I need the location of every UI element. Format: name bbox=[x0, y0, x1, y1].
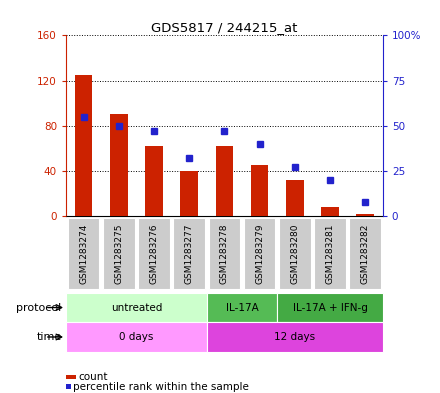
FancyBboxPatch shape bbox=[279, 218, 311, 289]
Bar bbox=[66, 322, 207, 352]
Text: protocol: protocol bbox=[16, 303, 62, 312]
FancyBboxPatch shape bbox=[173, 218, 205, 289]
Text: IL-17A: IL-17A bbox=[226, 303, 258, 312]
Bar bbox=[251, 165, 268, 216]
Text: GSM1283280: GSM1283280 bbox=[290, 223, 299, 284]
Text: GSM1283276: GSM1283276 bbox=[150, 223, 158, 284]
Text: GSM1283281: GSM1283281 bbox=[326, 223, 334, 284]
Bar bbox=[216, 146, 233, 216]
FancyBboxPatch shape bbox=[209, 218, 240, 289]
Text: 0 days: 0 days bbox=[119, 332, 154, 342]
FancyBboxPatch shape bbox=[68, 218, 99, 289]
Bar bbox=[207, 293, 277, 322]
Text: count: count bbox=[78, 372, 107, 382]
Bar bbox=[145, 146, 163, 216]
Title: GDS5817 / 244215_at: GDS5817 / 244215_at bbox=[151, 21, 297, 34]
Text: GSM1283277: GSM1283277 bbox=[185, 223, 194, 284]
FancyBboxPatch shape bbox=[244, 218, 275, 289]
Text: GSM1283282: GSM1283282 bbox=[361, 223, 370, 284]
Bar bbox=[180, 171, 198, 216]
Bar bbox=[286, 180, 304, 216]
Bar bbox=[66, 293, 207, 322]
Text: IL-17A + IFN-g: IL-17A + IFN-g bbox=[293, 303, 367, 312]
FancyBboxPatch shape bbox=[349, 218, 381, 289]
FancyBboxPatch shape bbox=[138, 218, 170, 289]
Bar bbox=[75, 75, 92, 216]
Text: GSM1283274: GSM1283274 bbox=[79, 223, 88, 284]
Text: GSM1283275: GSM1283275 bbox=[114, 223, 123, 284]
Text: percentile rank within the sample: percentile rank within the sample bbox=[73, 382, 249, 392]
Bar bbox=[277, 293, 383, 322]
Bar bbox=[110, 114, 128, 216]
Text: untreated: untreated bbox=[111, 303, 162, 312]
FancyBboxPatch shape bbox=[314, 218, 346, 289]
Text: GSM1283278: GSM1283278 bbox=[220, 223, 229, 284]
Text: GSM1283279: GSM1283279 bbox=[255, 223, 264, 284]
Text: time: time bbox=[37, 332, 62, 342]
Bar bbox=[356, 214, 374, 216]
Text: 12 days: 12 days bbox=[274, 332, 315, 342]
Bar bbox=[207, 322, 383, 352]
FancyBboxPatch shape bbox=[103, 218, 135, 289]
Bar bbox=[321, 207, 339, 216]
